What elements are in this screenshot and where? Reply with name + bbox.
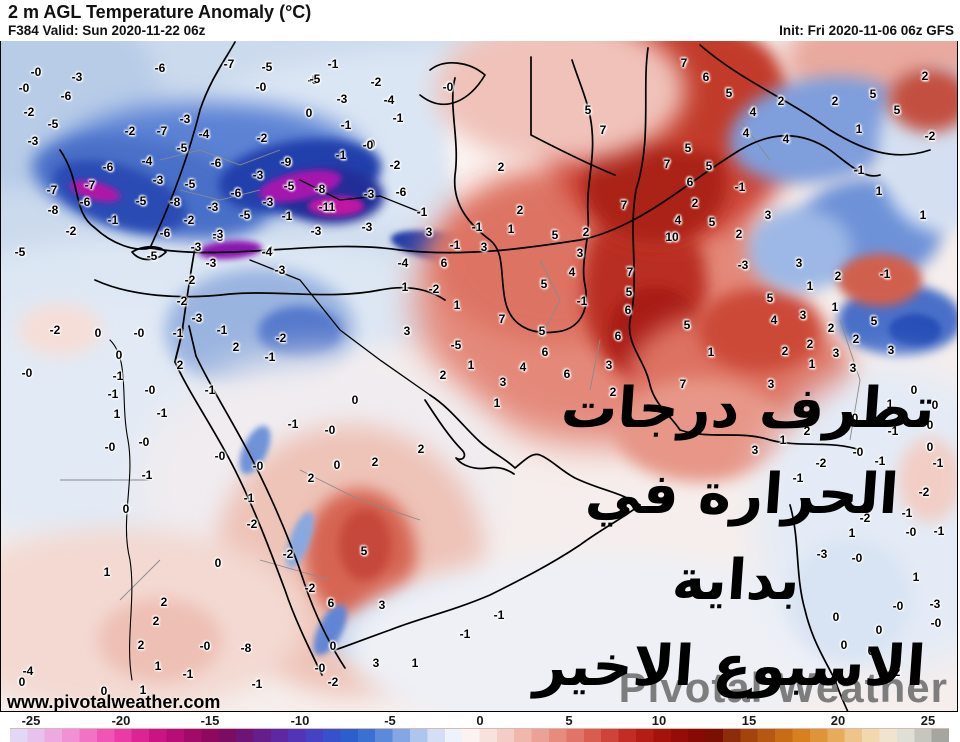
province-borders xyxy=(60,119,861,601)
colorbar-tick-label: -20 xyxy=(111,713,131,728)
colorbar-tick-label: -25 xyxy=(21,713,41,728)
coastlines xyxy=(59,41,931,712)
colorbar-tick-label: 5 xyxy=(565,713,573,728)
page-title: 2 m AGL Temperature Anomaly (°C) xyxy=(8,2,312,22)
site-watermark: www.pivotalweather.com xyxy=(7,692,221,712)
colorbar-tick-label: 20 xyxy=(830,713,846,728)
arabic-line-2: الحرارة في بداية xyxy=(583,462,901,613)
header-bar: 2 m AGL Temperature Anomaly (°C) F384 Va… xyxy=(0,0,960,41)
colorbar-tick-label: -5 xyxy=(384,713,396,728)
colorbar-area: -25 -20 -15 -10 -5 0 5 10 15 20 25 xyxy=(0,712,960,742)
arabic-line-1: تطرف درجات xyxy=(558,376,938,441)
init-time-label: Init: Fri 2020-11-06 06z GFS xyxy=(779,23,954,38)
brand-watermark: Pivotal Weather xyxy=(618,664,948,711)
colorbar-tick-label: 0 xyxy=(476,713,484,728)
colorbar-tick-label: -10 xyxy=(290,713,310,728)
colorbar-tick-label: -15 xyxy=(200,713,220,728)
arabic-line-3: الاسبوع الاخير xyxy=(532,634,928,699)
colorbar-tick-label: 25 xyxy=(920,713,936,728)
colorbar-tick-label: 15 xyxy=(741,713,757,728)
colorbar-tick-label: 10 xyxy=(651,713,667,728)
arabic-annotation: تطرف درجات الحرارة في بداية الاسبوع الاخ… xyxy=(501,366,960,742)
colorbar xyxy=(10,728,949,742)
valid-time-label: F384 Valid: Sun 2020-11-22 06z xyxy=(8,23,206,38)
